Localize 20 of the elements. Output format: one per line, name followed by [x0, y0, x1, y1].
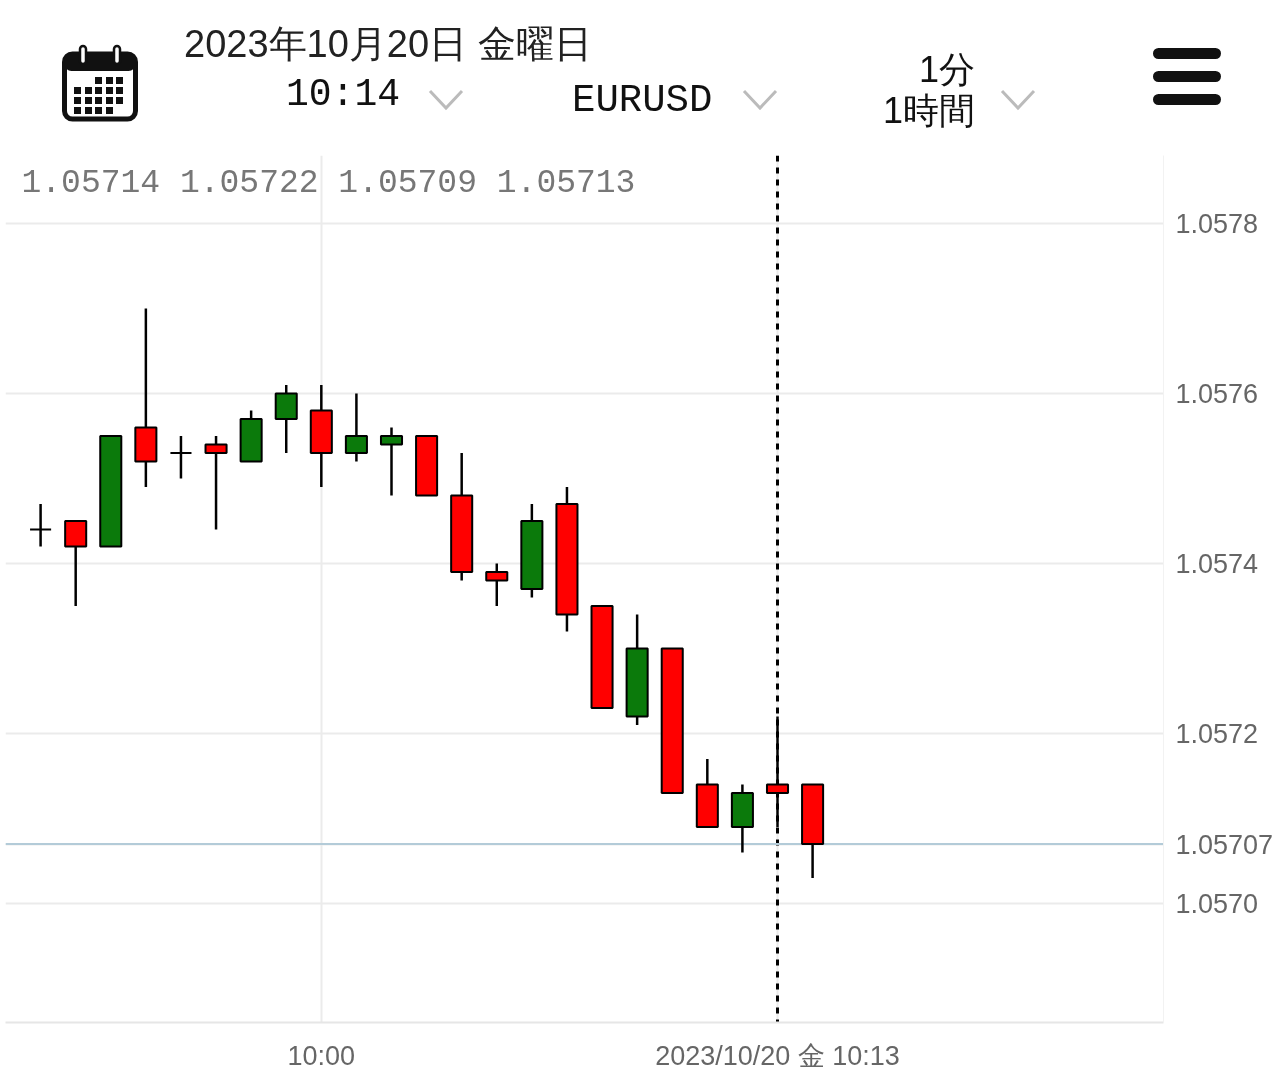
candlestick — [379, 426, 404, 497]
y-tick-label: 1.0576 — [1175, 379, 1259, 409]
text: 10:14 — [286, 73, 401, 116]
candlestick — [485, 562, 509, 608]
annotation: 1.05714 1.05722 1.05709 1.05713 — [21, 165, 636, 202]
text: 1分 — [918, 49, 975, 90]
chart-title: 2023年10月20日 金曜日 — [184, 22, 592, 67]
candlestick — [169, 434, 193, 480]
chart-subtitle: EURUSD — [572, 78, 713, 125]
y-tick-label: 1.0570 — [1175, 889, 1259, 919]
y-tick-label: 1.05707 — [1175, 829, 1274, 860]
text: 1時間 — [882, 90, 975, 131]
x-tick-label: 2023/10/20 金 10:13 — [655, 1040, 900, 1071]
x-tick-label: 10:00 — [287, 1040, 356, 1071]
y-tick-label: 1.0578 — [1175, 209, 1259, 239]
candlestick — [344, 392, 368, 463]
candlestick — [29, 502, 53, 548]
y-tick-label: 1.0574 — [1175, 549, 1259, 579]
y-tick-label: 1.0572 — [1175, 719, 1259, 749]
candlestick — [204, 434, 228, 531]
